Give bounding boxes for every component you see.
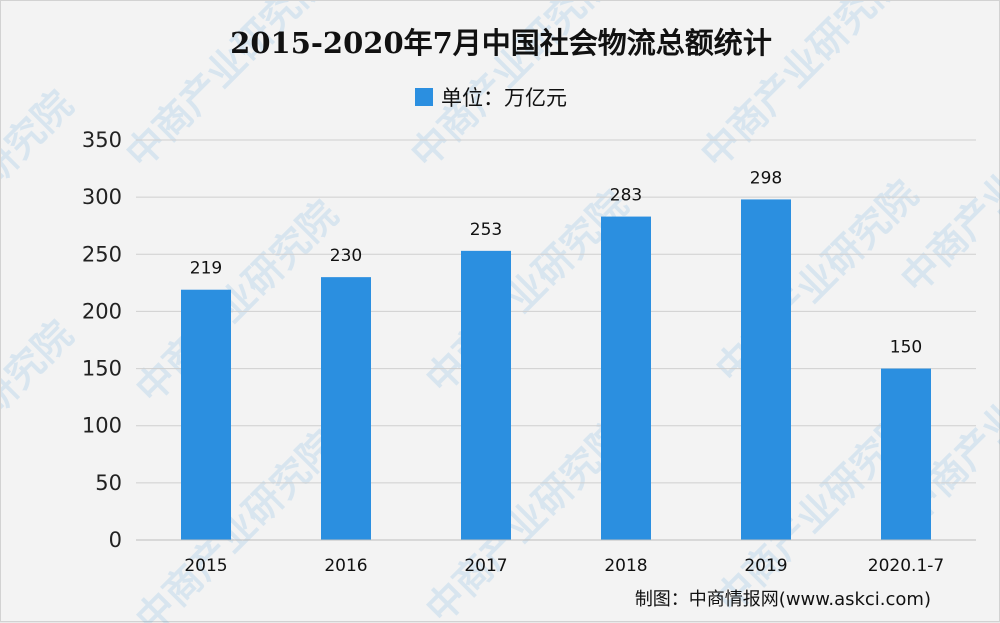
watermark-text: 中商产业研究院 [1,82,81,301]
x-category-label: 2018 [604,556,647,576]
y-tick-label: 100 [82,414,122,438]
bar [741,199,791,540]
bar [881,368,931,540]
data-label: 230 [330,246,362,266]
data-label: 283 [610,186,642,206]
bar [321,277,371,540]
bars [181,199,931,541]
legend: 单位：万亿元 [415,86,567,110]
watermark-text: 中商产业研究院 [707,172,926,391]
x-category-label: 2017 [464,556,507,576]
watermark-text: 中商产业研究院 [127,422,346,623]
x-category-label: 2015 [184,556,227,576]
y-tick-label: 250 [82,242,122,266]
y-tick-label: 200 [82,299,122,323]
y-tick-label: 300 [82,185,122,209]
x-category-label: 2020.1-7 [868,556,944,576]
source-credit: 制图：中商情报网(www.askci.com) [635,589,931,610]
watermark-text: 中商产业研究院 [1,312,81,531]
data-labels: 219 230 253 283 298 150 [190,168,922,357]
data-label: 150 [890,338,922,358]
x-category-label: 2019 [744,556,787,576]
data-label: 298 [750,168,782,188]
gridlines [136,139,976,484]
chart-title: 2015-2020年7月中国社会物流总额统计 [230,26,772,60]
y-tick-label: 0 [109,528,122,552]
data-label: 253 [470,220,502,240]
legend-label: 单位：万亿元 [441,86,567,110]
data-label: 219 [190,259,222,279]
x-category-label: 2016 [324,556,367,576]
y-tick-label: 150 [82,357,122,381]
y-axis-ticks: 0 50 100 150 200 250 300 350 [82,128,122,552]
bar [461,250,511,540]
bar [181,289,231,540]
watermark-text: 中商产业研究院 [127,192,346,411]
y-tick-label: 350 [82,128,122,152]
x-axis-categories: 2015 2016 2017 2018 2019 2020.1-7 [184,556,944,576]
legend-swatch [415,88,433,106]
y-tick-label: 50 [95,471,122,495]
bar [601,216,651,541]
